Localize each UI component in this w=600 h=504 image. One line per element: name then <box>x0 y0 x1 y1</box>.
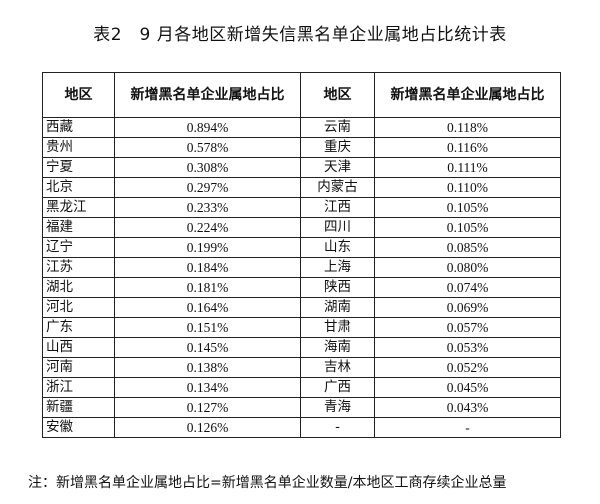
region-right-cell: 陕西 <box>300 277 375 298</box>
region-right-cell: 江西 <box>300 197 375 218</box>
header-ratio-left: 新增黑名单企业属地占比 <box>114 72 301 118</box>
region-left-cell: 河南 <box>42 357 115 378</box>
region-left-cell: 北京 <box>42 177 115 198</box>
table-row: 贵州 0.578% 重庆 0.116% <box>42 137 561 158</box>
region-left-cell: 山西 <box>42 337 115 358</box>
footnote: 注：新增黑名单企业属地占比=新增黑名单企业数量/本地区工商存续企业总量 <box>28 475 507 491</box>
table-title: 表2 9 月各地区新增失信黑名单企业属地占比统计表 <box>93 25 507 45</box>
table-row: 江苏 0.184% 上海 0.080% <box>42 257 561 278</box>
ratio-right-cell: - <box>374 417 561 438</box>
region-right-cell: 云南 <box>300 117 375 138</box>
table-row: 北京 0.297% 内蒙古 0.110% <box>42 177 561 198</box>
table-row: 黑龙江 0.233% 江西 0.105% <box>42 197 561 218</box>
ratio-right-cell: 0.074% <box>374 277 561 298</box>
ratio-left-cell: 0.308% <box>114 157 301 178</box>
table-row: 山西 0.145% 海南 0.053% <box>42 337 561 358</box>
table-body: 西藏 0.894% 云南 0.118% 贵州 0.578% 重庆 0.116% 宁夏 0.308%… <box>42 117 561 438</box>
region-right-cell: 甘肃 <box>300 317 375 338</box>
ratio-right-cell: 0.111% <box>374 157 561 178</box>
ratio-right-cell: 0.052% <box>374 357 561 378</box>
ratio-right-cell: 0.085% <box>374 237 561 258</box>
region-right-cell: 湖南 <box>300 297 375 318</box>
region-left-cell: 宁夏 <box>42 157 115 178</box>
region-left-cell: 贵州 <box>42 137 115 158</box>
table-row: 河北 0.164% 湖南 0.069% <box>42 297 561 318</box>
region-left-cell: 广东 <box>42 317 115 338</box>
ratio-right-cell: 0.057% <box>374 317 561 338</box>
table-row: 新疆 0.127% 青海 0.043% <box>42 397 561 418</box>
region-left-cell: 江苏 <box>42 257 115 278</box>
ratio-left-cell: 0.894% <box>114 117 301 138</box>
ratio-left-cell: 0.224% <box>114 217 301 238</box>
table-row: 广东 0.151% 甘肃 0.057% <box>42 317 561 338</box>
region-left-cell: 黑龙江 <box>42 197 115 218</box>
ratio-left-cell: 0.181% <box>114 277 301 298</box>
region-right-cell: - <box>300 417 375 438</box>
ratio-right-cell: 0.116% <box>374 137 561 158</box>
ratio-left-cell: 0.578% <box>114 137 301 158</box>
region-right-cell: 广西 <box>300 377 375 398</box>
ratio-left-cell: 0.199% <box>114 237 301 258</box>
ratio-right-cell: 0.043% <box>374 397 561 418</box>
ratio-right-cell: 0.105% <box>374 217 561 238</box>
ratio-left-cell: 0.151% <box>114 317 301 338</box>
table-row: 福建 0.224% 四川 0.105% <box>42 217 561 238</box>
region-right-cell: 吉林 <box>300 357 375 378</box>
ratio-left-cell: 0.138% <box>114 357 301 378</box>
region-left-cell: 安徽 <box>42 417 115 438</box>
ratio-left-cell: 0.233% <box>114 197 301 218</box>
ratio-left-cell: 0.164% <box>114 297 301 318</box>
ratio-right-cell: 0.045% <box>374 377 561 398</box>
blacklist-ratio-table: 地区 新增黑名单企业属地占比 地区 新增黑名单企业属地占比 西藏 0.894% 云南… <box>42 72 561 438</box>
ratio-left-cell: 0.134% <box>114 377 301 398</box>
ratio-right-cell: 0.110% <box>374 177 561 198</box>
ratio-right-cell: 0.105% <box>374 197 561 218</box>
region-left-cell: 福建 <box>42 217 115 238</box>
table-row: 宁夏 0.308% 天津 0.111% <box>42 157 561 178</box>
ratio-left-cell: 0.126% <box>114 417 301 438</box>
header-region-left: 地区 <box>42 72 115 118</box>
region-right-cell: 海南 <box>300 337 375 358</box>
ratio-right-cell: 0.069% <box>374 297 561 318</box>
ratio-left-cell: 0.145% <box>114 337 301 358</box>
region-right-cell: 内蒙古 <box>300 177 375 198</box>
region-left-cell: 浙江 <box>42 377 115 398</box>
table-row: 湖北 0.181% 陕西 0.074% <box>42 277 561 298</box>
ratio-right-cell: 0.118% <box>374 117 561 138</box>
table-row: 河南 0.138% 吉林 0.052% <box>42 357 561 378</box>
region-right-cell: 四川 <box>300 217 375 238</box>
region-left-cell: 湖北 <box>42 277 115 298</box>
ratio-right-cell: 0.080% <box>374 257 561 278</box>
region-left-cell: 西藏 <box>42 117 115 138</box>
ratio-right-cell: 0.053% <box>374 337 561 358</box>
ratio-left-cell: 0.127% <box>114 397 301 418</box>
region-left-cell: 辽宁 <box>42 237 115 258</box>
region-right-cell: 上海 <box>300 257 375 278</box>
table-row: 辽宁 0.199% 山东 0.085% <box>42 237 561 258</box>
table-row: 浙江 0.134% 广西 0.045% <box>42 377 561 398</box>
region-left-cell: 新疆 <box>42 397 115 418</box>
ratio-left-cell: 0.297% <box>114 177 301 198</box>
region-right-cell: 青海 <box>300 397 375 418</box>
header-region-right: 地区 <box>300 72 375 118</box>
ratio-left-cell: 0.184% <box>114 257 301 278</box>
header-ratio-right: 新增黑名单企业属地占比 <box>374 72 561 118</box>
region-right-cell: 重庆 <box>300 137 375 158</box>
region-right-cell: 山东 <box>300 237 375 258</box>
table-header-row: 地区 新增黑名单企业属地占比 地区 新增黑名单企业属地占比 <box>42 72 561 118</box>
table-row: 安徽 0.126% - - <box>42 417 561 438</box>
region-right-cell: 天津 <box>300 157 375 178</box>
table-row: 西藏 0.894% 云南 0.118% <box>42 117 561 138</box>
region-left-cell: 河北 <box>42 297 115 318</box>
